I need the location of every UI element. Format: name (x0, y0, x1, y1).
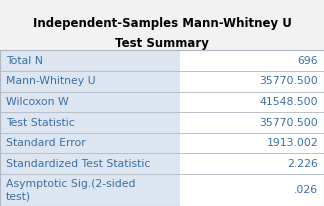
Text: Mann-Whitney U: Mann-Whitney U (6, 76, 96, 86)
Text: 2.226: 2.226 (287, 159, 318, 169)
Text: 1913.002: 1913.002 (266, 138, 318, 148)
Bar (0, 153, 180, 174)
Bar (180, 71, 324, 92)
Text: Test Statistic: Test Statistic (6, 118, 75, 128)
Text: 41548.500: 41548.500 (260, 97, 318, 107)
Text: Asymptotic Sig.(2-sided
test): Asymptotic Sig.(2-sided test) (6, 179, 135, 201)
Bar (0, 50, 324, 206)
Text: .026: .026 (294, 185, 318, 195)
Text: Test Summary: Test Summary (115, 37, 209, 50)
Bar (0, 71, 180, 92)
Text: Standardized Test Statistic: Standardized Test Statistic (6, 159, 150, 169)
Text: 696: 696 (297, 56, 318, 66)
Bar (0, 133, 180, 153)
Bar (180, 50, 324, 71)
Bar (180, 133, 324, 153)
Bar (0, 50, 180, 71)
Bar (0, 92, 180, 112)
Text: 35770.500: 35770.500 (260, 118, 318, 128)
Text: Wilcoxon W: Wilcoxon W (6, 97, 69, 107)
Bar (0, 174, 180, 206)
Bar (0, 50, 324, 206)
Text: Independent-Samples Mann-Whitney U: Independent-Samples Mann-Whitney U (33, 17, 291, 30)
Text: Total N: Total N (6, 56, 43, 66)
Bar (180, 153, 324, 174)
Bar (180, 92, 324, 112)
Bar (0, 112, 180, 133)
Text: Standard Error: Standard Error (6, 138, 86, 148)
Bar (180, 112, 324, 133)
Bar (180, 174, 324, 206)
Text: 35770.500: 35770.500 (260, 76, 318, 86)
